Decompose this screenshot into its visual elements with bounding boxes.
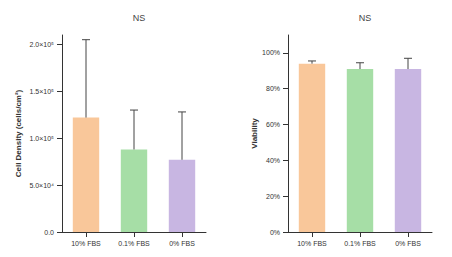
svg-text:0% FBS: 0% FBS — [169, 240, 195, 247]
svg-text:0.1% FBS: 0.1% FBS — [344, 240, 376, 247]
svg-text:NS: NS — [359, 13, 372, 23]
svg-text:10% FBS: 10% FBS — [297, 240, 327, 247]
svg-text:1.5×10⁵: 1.5×10⁵ — [29, 88, 54, 95]
svg-text:40%: 40% — [266, 157, 280, 164]
svg-text:0.1% FBS: 0.1% FBS — [118, 240, 150, 247]
svg-text:NS: NS — [133, 13, 146, 23]
svg-text:100%: 100% — [262, 49, 280, 56]
svg-text:60%: 60% — [266, 121, 280, 128]
svg-text:20%: 20% — [266, 193, 280, 200]
svg-text:Viability: Viability — [250, 118, 259, 149]
svg-text:10% FBS: 10% FBS — [71, 240, 101, 247]
svg-text:2.0×10⁵: 2.0×10⁵ — [29, 41, 54, 48]
svg-text:5.0×10⁴: 5.0×10⁴ — [29, 182, 54, 189]
svg-text:0%: 0% — [270, 229, 280, 236]
svg-text:80%: 80% — [266, 85, 280, 92]
svg-text:0% FBS: 0% FBS — [395, 240, 421, 247]
svg-text:0.0: 0.0 — [44, 229, 54, 236]
svg-text:1.0×10⁵: 1.0×10⁵ — [29, 135, 54, 142]
svg-text:Cell Density (cells/cm²): Cell Density (cells/cm²) — [14, 89, 23, 177]
